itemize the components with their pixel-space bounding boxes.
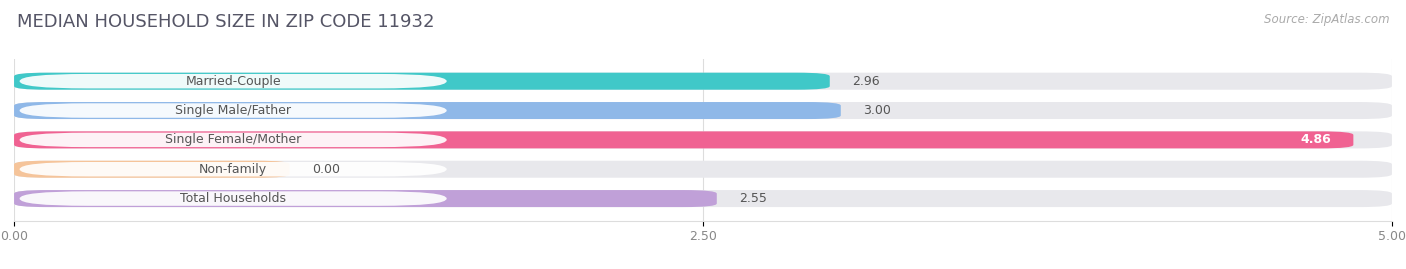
FancyBboxPatch shape bbox=[14, 131, 1354, 148]
Text: 0.00: 0.00 bbox=[312, 163, 340, 176]
Text: Non-family: Non-family bbox=[200, 163, 267, 176]
Text: Total Households: Total Households bbox=[180, 192, 287, 205]
Text: 2.96: 2.96 bbox=[852, 75, 879, 88]
Text: 3.00: 3.00 bbox=[863, 104, 891, 117]
FancyBboxPatch shape bbox=[14, 102, 841, 119]
FancyBboxPatch shape bbox=[20, 103, 447, 118]
Text: Married-Couple: Married-Couple bbox=[186, 75, 281, 88]
FancyBboxPatch shape bbox=[14, 73, 1392, 90]
Text: 4.86: 4.86 bbox=[1301, 133, 1331, 146]
FancyBboxPatch shape bbox=[20, 133, 447, 147]
FancyBboxPatch shape bbox=[14, 190, 1392, 207]
Text: Source: ZipAtlas.com: Source: ZipAtlas.com bbox=[1264, 13, 1389, 26]
Text: MEDIAN HOUSEHOLD SIZE IN ZIP CODE 11932: MEDIAN HOUSEHOLD SIZE IN ZIP CODE 11932 bbox=[17, 13, 434, 31]
Text: Single Female/Mother: Single Female/Mother bbox=[165, 133, 301, 146]
FancyBboxPatch shape bbox=[14, 102, 1392, 119]
FancyBboxPatch shape bbox=[14, 190, 717, 207]
FancyBboxPatch shape bbox=[14, 161, 290, 178]
FancyBboxPatch shape bbox=[14, 73, 830, 90]
FancyBboxPatch shape bbox=[20, 162, 447, 176]
Text: Single Male/Father: Single Male/Father bbox=[176, 104, 291, 117]
FancyBboxPatch shape bbox=[14, 131, 1392, 148]
FancyBboxPatch shape bbox=[20, 74, 447, 89]
Text: 2.55: 2.55 bbox=[738, 192, 766, 205]
FancyBboxPatch shape bbox=[20, 191, 447, 206]
FancyBboxPatch shape bbox=[14, 161, 1392, 178]
